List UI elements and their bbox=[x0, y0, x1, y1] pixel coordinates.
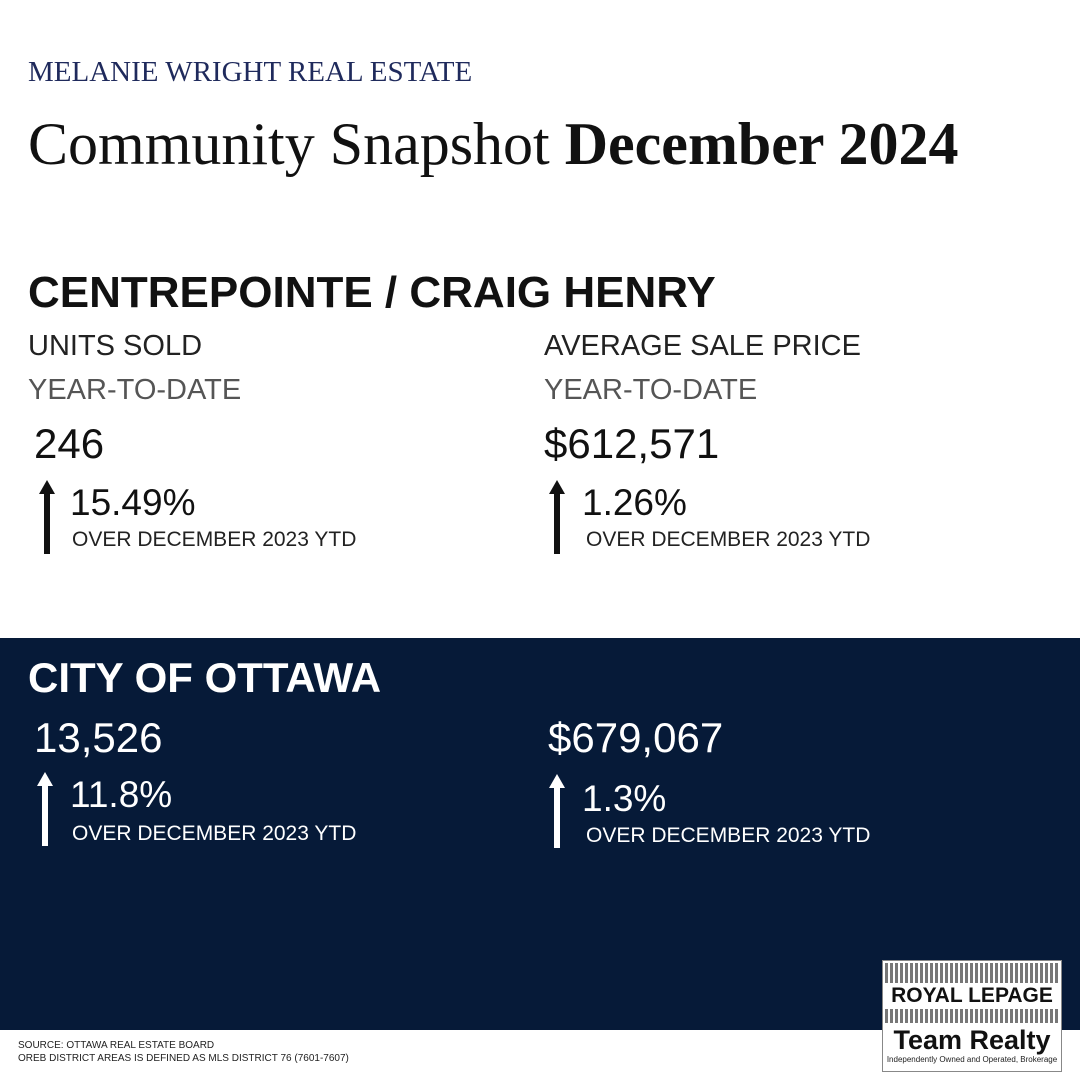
footer-note: OREB DISTRICT AREAS IS DEFINED AS MLS DI… bbox=[18, 1053, 349, 1064]
up-arrow bbox=[37, 772, 53, 846]
logo: ROYAL LEPAGE Team Realty Independently O… bbox=[882, 960, 1062, 1072]
footer-source: SOURCE: OTTAWA REAL ESTATE BOARD bbox=[18, 1040, 215, 1051]
logo-office: Team Realty bbox=[893, 1025, 1051, 1055]
metric-comparison: OVER DECEMBER 2023 YTD bbox=[586, 528, 871, 551]
metric-change: 15.49% bbox=[70, 482, 196, 523]
title-emphasis: December 2024 bbox=[564, 111, 959, 177]
community-name: CENTREPOINTE / CRAIG HENRY bbox=[28, 268, 716, 317]
logo-brand: ROYAL LEPAGE bbox=[891, 984, 1053, 1007]
metric-label: AVERAGE SALE PRICE bbox=[544, 330, 861, 362]
up-arrow bbox=[549, 480, 565, 554]
metric-change: 1.26% bbox=[582, 482, 687, 523]
metric-value: 246 bbox=[34, 420, 105, 467]
city-value: 13,526 bbox=[34, 714, 163, 761]
metric-label: UNITS SOLD bbox=[28, 330, 203, 362]
up-arrow bbox=[39, 480, 55, 554]
logo-tagline: Independently Owned and Operated, Broker… bbox=[886, 1055, 1058, 1064]
logo-bars bbox=[885, 963, 1059, 983]
metric-value: $612,571 bbox=[544, 420, 720, 467]
brand: MELANIE WRIGHT REAL ESTATE bbox=[28, 56, 473, 88]
city-comparison: OVER DECEMBER 2023 YTD bbox=[72, 822, 357, 845]
metric-comparison: OVER DECEMBER 2023 YTD bbox=[72, 528, 357, 551]
metric-period: YEAR-TO-DATE bbox=[544, 374, 758, 406]
up-arrow bbox=[549, 774, 565, 848]
city-change: 1.3% bbox=[582, 778, 667, 819]
title-text: Community Snapshot bbox=[28, 111, 550, 177]
city-value: $679,067 bbox=[548, 714, 724, 761]
title: Community Snapshot December 2024 bbox=[28, 110, 958, 179]
city-change: 11.8% bbox=[70, 774, 173, 815]
logo-bars bbox=[885, 1009, 1059, 1023]
metric-period: YEAR-TO-DATE bbox=[28, 374, 242, 406]
city-comparison: OVER DECEMBER 2023 YTD bbox=[586, 824, 871, 847]
city-name: CITY OF OTTAWA bbox=[28, 654, 382, 701]
